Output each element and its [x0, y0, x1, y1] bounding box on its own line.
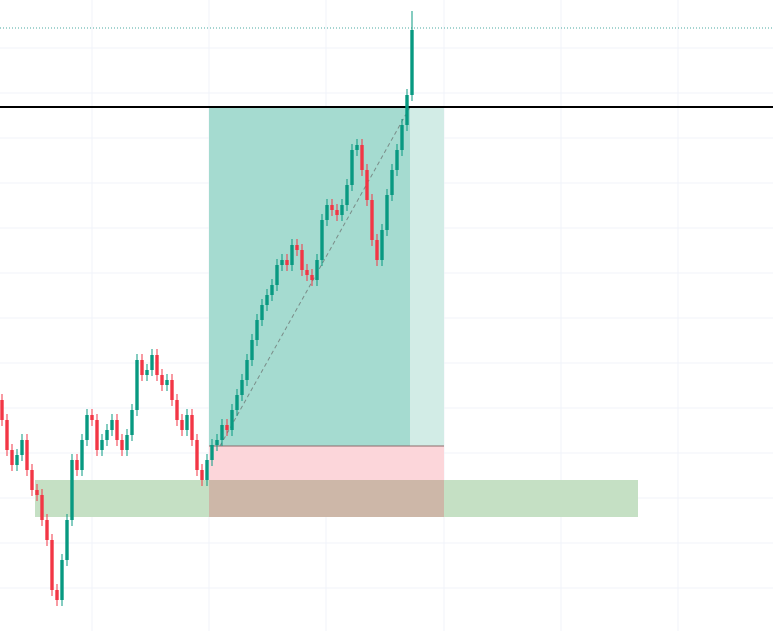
candle-body	[175, 400, 179, 420]
candle-body	[145, 370, 149, 375]
candle-body	[50, 540, 54, 590]
candle-body	[380, 230, 384, 260]
candle-body	[45, 520, 49, 540]
candle-body	[340, 205, 344, 215]
candle-body	[405, 95, 409, 125]
candle-body	[80, 440, 84, 470]
candle-body	[350, 150, 354, 185]
candles	[0, 11, 414, 606]
candle-body	[235, 395, 239, 410]
zone-overlap	[209, 480, 444, 517]
candle-body	[140, 360, 144, 375]
candle-body	[390, 170, 394, 195]
candle-body	[30, 470, 34, 490]
candle-body	[0, 400, 4, 420]
candle-body	[245, 360, 249, 380]
candle-body	[385, 195, 389, 230]
candle-body	[60, 560, 64, 600]
candle-body	[205, 460, 209, 480]
candle-body	[20, 440, 24, 455]
candle-body	[110, 420, 114, 430]
candle-body	[280, 260, 284, 265]
candle-body	[160, 375, 164, 385]
profit-zone-extension	[410, 107, 444, 446]
candle-body	[85, 415, 89, 440]
candle-body	[220, 425, 224, 440]
candle-body	[190, 415, 194, 440]
candle-body	[170, 380, 174, 400]
candle-body	[260, 305, 264, 320]
candle-body	[70, 460, 74, 520]
candle-body	[345, 185, 349, 205]
candle-body	[95, 420, 99, 450]
candle-body	[215, 440, 219, 445]
candle-body	[375, 240, 379, 260]
candle-body	[115, 420, 119, 440]
candle-body	[25, 440, 29, 470]
candle-body	[180, 420, 184, 430]
stop-zone	[209, 446, 444, 480]
candle-body	[360, 145, 364, 170]
candle-body	[330, 205, 334, 210]
candle-body	[5, 420, 9, 450]
candle-body	[195, 440, 199, 470]
candle-body	[40, 495, 44, 520]
candle-body	[395, 150, 399, 170]
candle-body	[130, 410, 134, 435]
candle-body	[55, 590, 59, 600]
candle-body	[310, 275, 314, 280]
candle-body	[355, 145, 359, 150]
candle-body	[285, 260, 289, 265]
candle-body	[185, 415, 189, 430]
candle-body	[270, 285, 274, 295]
candle-body	[240, 380, 244, 395]
candle-body	[305, 270, 309, 275]
candle-body	[200, 470, 204, 480]
candle-body	[120, 440, 124, 450]
candle-body	[75, 460, 79, 470]
candle-body	[320, 220, 324, 260]
candle-body	[300, 250, 304, 270]
candle-body	[65, 520, 69, 560]
candle-body	[370, 200, 374, 240]
candle-body	[165, 380, 169, 385]
candle-body	[400, 125, 404, 150]
candle-body	[15, 455, 19, 465]
candle-body	[255, 320, 259, 340]
candle-body	[225, 425, 229, 430]
candle-body	[210, 445, 214, 460]
candle-body	[35, 490, 39, 495]
candle-body	[410, 30, 414, 95]
candle-body	[295, 245, 299, 250]
candle-body	[275, 265, 279, 285]
candle-body	[100, 440, 104, 450]
candle-body	[365, 170, 369, 200]
candle-body	[105, 430, 109, 440]
candle-body	[135, 360, 139, 410]
candle-body	[125, 435, 129, 450]
trend-line	[219, 106, 411, 447]
candle-body	[335, 210, 339, 215]
candle-body	[325, 205, 329, 220]
candle-body	[230, 410, 234, 430]
candle-body	[290, 245, 294, 265]
candle-body	[265, 295, 269, 305]
candle-body	[315, 260, 319, 280]
candle-body	[250, 340, 254, 360]
candle-body	[150, 355, 154, 370]
candle-body	[10, 450, 14, 465]
candle-body	[155, 355, 159, 375]
candle-body	[90, 415, 94, 420]
profit-zone	[209, 107, 410, 446]
